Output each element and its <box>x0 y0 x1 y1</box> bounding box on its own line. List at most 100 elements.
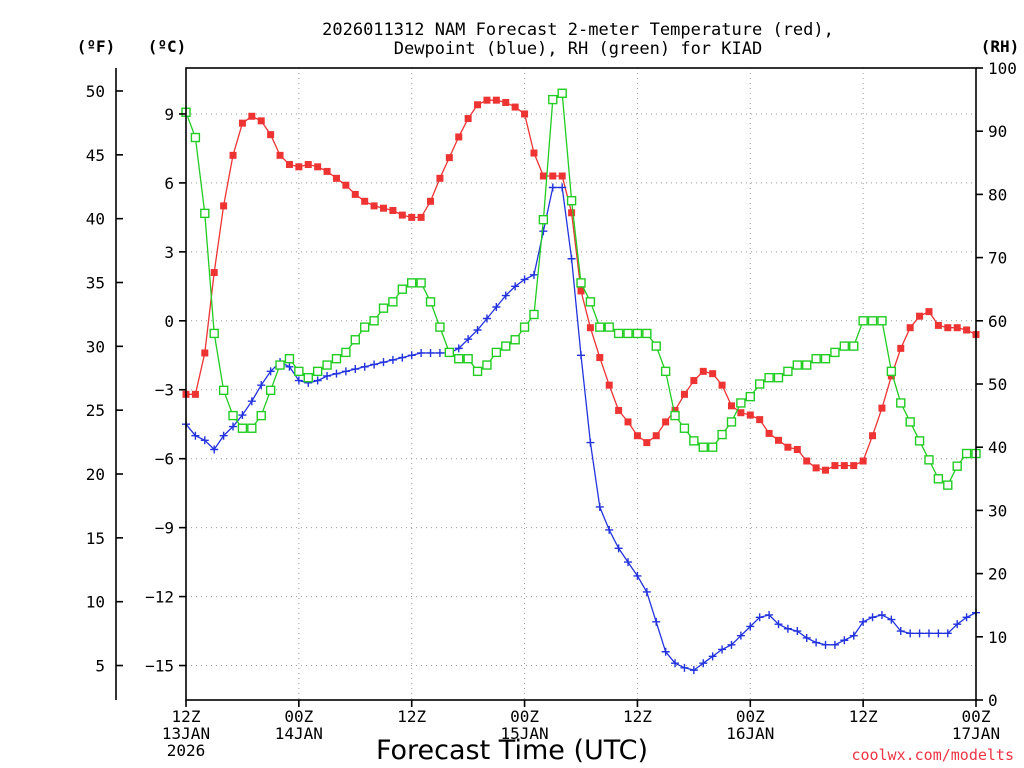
rh-point <box>943 480 953 490</box>
rh-point <box>444 347 455 358</box>
dewpoint-point <box>351 365 360 374</box>
dewpoint-point <box>285 362 294 371</box>
rh-tick-label: 90 <box>988 122 1007 141</box>
rh-tick-label: 30 <box>988 501 1007 520</box>
fahrenheit-tick-label: 30 <box>86 337 105 356</box>
2-meter-temperature-point <box>803 457 811 465</box>
dewpoint-point <box>689 666 698 675</box>
dewpoint-point <box>877 610 886 619</box>
2-meter-temperature-point <box>351 190 359 198</box>
dewpoint-point <box>859 617 868 626</box>
fahrenheit-tick-label: 25 <box>86 401 105 420</box>
axes <box>115 67 983 707</box>
dewpoint-point <box>624 558 633 567</box>
rh-point <box>689 436 699 446</box>
2-meter-temperature-point <box>878 404 886 412</box>
rh-point <box>388 297 398 307</box>
credit-text: coolwx.com/modelts <box>851 746 1014 764</box>
dewpoint-point <box>200 436 209 445</box>
dewpoint-line <box>185 186 977 671</box>
rh-point <box>651 341 661 351</box>
2-meter-temperature-point <box>615 406 623 414</box>
dewpoint-point <box>727 640 736 649</box>
x-tick-label: 2026 <box>167 741 206 760</box>
dewpoint-point <box>783 624 792 633</box>
dewpoint-point <box>417 348 426 357</box>
2-meter-temperature-point <box>831 462 839 470</box>
rh-point <box>858 316 868 326</box>
dewpoint-point <box>482 314 491 323</box>
rh-point <box>482 360 492 370</box>
dewpoint-point <box>210 445 219 454</box>
rh-point <box>736 398 746 408</box>
rh-point <box>341 347 351 358</box>
dewpoint-point <box>708 652 717 661</box>
2-meter-temperature-point <box>934 321 942 329</box>
2-meter-temperature-point <box>869 432 877 440</box>
rh-point <box>585 297 596 307</box>
dewpoint-point <box>539 227 548 236</box>
2-meter-temperature-point <box>238 119 246 127</box>
rh-point <box>896 398 906 408</box>
dewpoint-point <box>257 381 266 390</box>
rh-point <box>237 423 248 433</box>
dewpoint-point <box>736 631 745 640</box>
dewpoint-point <box>962 613 971 622</box>
rh-point <box>961 448 972 459</box>
dewpoint-point <box>464 335 473 344</box>
dewpoint-point <box>699 659 708 668</box>
x-tick-label: 12Z <box>172 707 201 726</box>
2-meter-temperature-point <box>671 406 679 414</box>
2-meter-temperature-point <box>464 115 472 123</box>
dewpoint-point <box>520 275 529 284</box>
rh-point <box>905 417 915 427</box>
2-meter-temperature-point <box>699 367 707 375</box>
x-tick-label: 00Z <box>736 707 765 726</box>
2-meter-temperature-point <box>361 197 369 205</box>
2-meter-temperature-point <box>483 96 491 104</box>
dewpoint-point <box>388 355 397 364</box>
x-tick-label: 00Z <box>962 707 991 726</box>
rh-point <box>265 385 276 396</box>
dewpoint-point <box>360 362 369 371</box>
dewpoint-point <box>887 615 896 624</box>
dewpoint-point <box>652 617 661 626</box>
2-meter-temperature-point <box>765 429 773 437</box>
2-meter-temperature-point <box>408 213 416 221</box>
2-meter-temperature-point <box>652 432 660 440</box>
2-meter-temperature-point <box>605 381 613 389</box>
fahrenheit-unit-label: (ºF) <box>77 37 116 56</box>
rh-point <box>952 461 962 471</box>
2-meter-temperature-point <box>709 370 717 378</box>
2-meter-temperature-point <box>492 96 500 104</box>
2-meter-temperature-point <box>267 131 275 139</box>
2-meter-temperature-point <box>417 213 425 221</box>
rh-point <box>877 316 887 326</box>
2-meter-temperature-point <box>398 211 406 219</box>
dewpoint-point <box>849 631 858 640</box>
rh-point <box>538 214 549 225</box>
rh-point <box>359 322 370 332</box>
dewpoint-point <box>718 645 727 654</box>
rh-point <box>707 442 718 452</box>
rh-point <box>312 366 323 377</box>
rh-point <box>745 391 755 402</box>
rh-point <box>275 360 285 370</box>
x-tick-label: 00Z <box>284 707 313 726</box>
2-meter-temperature-point <box>323 167 331 175</box>
2-meter-temperature-point <box>737 409 745 417</box>
dewpoint-point <box>943 629 952 638</box>
2-meter-temperature-point <box>332 174 340 182</box>
rh-point <box>397 284 408 294</box>
rh-point <box>595 322 605 332</box>
x-tick-label: 16JAN <box>726 724 774 743</box>
celsius-tick-label: −15 <box>145 657 174 676</box>
x-tick-label: 15JAN <box>500 724 548 743</box>
dewpoint-point <box>830 640 839 649</box>
rh-point <box>501 341 511 351</box>
dewpoint-point <box>379 358 388 367</box>
dewpoint-point <box>661 647 670 656</box>
2-meter-temperature-point <box>521 110 529 118</box>
rh-point <box>792 360 803 370</box>
rh-point <box>886 366 897 377</box>
